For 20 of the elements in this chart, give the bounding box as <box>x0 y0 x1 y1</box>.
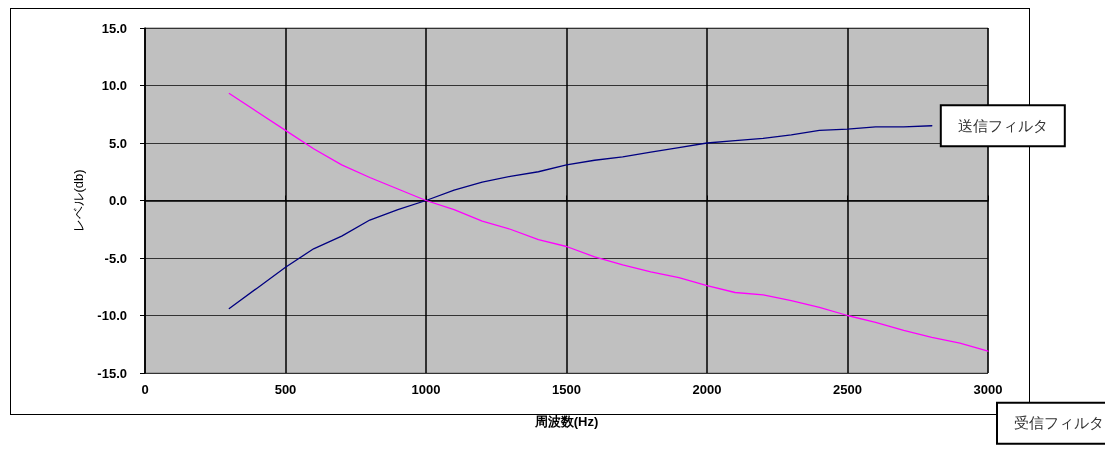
x-tick-label: 3000 <box>973 382 1003 397</box>
y-tick-label: 5.0 <box>108 135 127 151</box>
y-axis-title: レベル(db) <box>71 169 86 232</box>
line-series <box>228 92 989 352</box>
x-tick-label: 2000 <box>692 382 722 397</box>
y-tick-label: 10.0 <box>101 78 127 93</box>
x-tick-label: 1000 <box>411 382 441 397</box>
x-axis-title: 周波数(Hz) <box>533 414 599 429</box>
y-tick-label: 15.0 <box>101 20 127 36</box>
y-tick-label: -10.0 <box>97 308 127 323</box>
x-tick-label: 2500 <box>833 382 862 397</box>
x-tick-label: 1500 <box>552 382 581 397</box>
series-label: 送信フィルタ <box>957 117 1048 134</box>
y-tick-label: -15.0 <box>97 365 127 381</box>
y-tick-label: -5.0 <box>104 250 127 266</box>
line-series <box>228 125 933 310</box>
text: 受信フィルタ <box>1014 415 1104 432</box>
x-tick-label: 0 <box>141 382 149 397</box>
y-tick-label: 0.0 <box>108 193 127 208</box>
x-tick-label: 500 <box>274 382 297 397</box>
